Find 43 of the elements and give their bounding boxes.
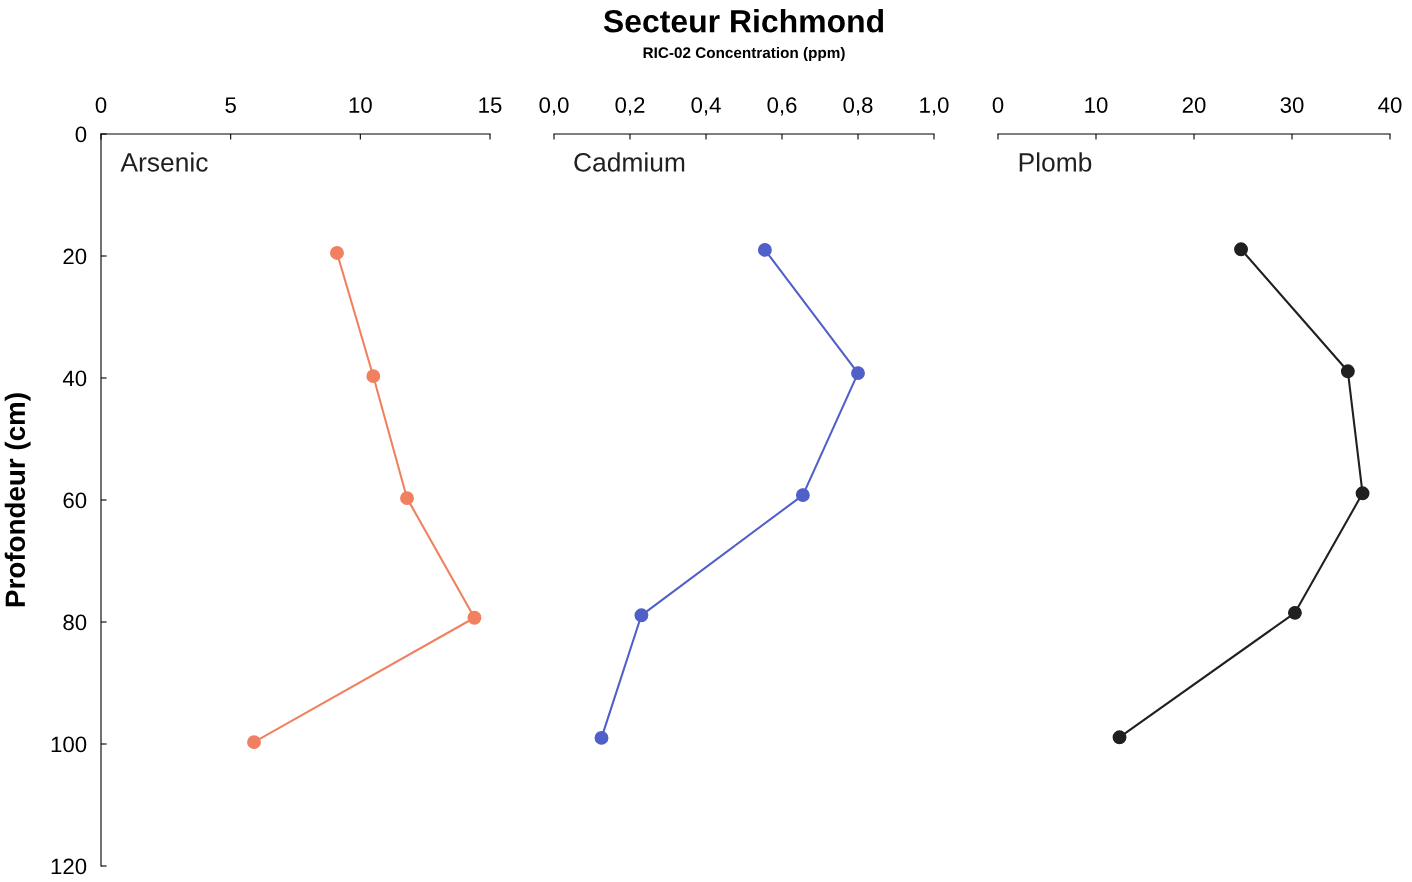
point: [757, 242, 772, 257]
x-tick-label: 20: [1182, 97, 1206, 113]
point: [366, 369, 381, 384]
x-tick-label: 10: [1085, 97, 1108, 113]
point: [1287, 605, 1302, 620]
point: [1355, 486, 1370, 501]
chart-subtitle: RIC-02 Concentration (ppm): [643, 46, 845, 62]
text: Cadmium: [574, 152, 685, 172]
x-tick-label: 0: [992, 97, 1004, 113]
point: [1234, 242, 1248, 257]
point: [400, 491, 414, 506]
y-tick-label: 80: [63, 614, 87, 631]
x-tick-label: 0,6: [767, 97, 797, 116]
y-tick-label: 100: [51, 736, 87, 753]
y-tick-label: 40: [62, 370, 87, 387]
point: [634, 608, 649, 623]
x-tick-label: 10: [349, 97, 372, 113]
y-tick-label: 20: [63, 248, 87, 265]
point: [1340, 364, 1355, 379]
x-tick-label: 0: [95, 97, 107, 113]
point: [594, 730, 609, 745]
x-tick-label: 15: [479, 97, 502, 113]
point: [851, 366, 865, 381]
y-tick-label: 60: [63, 492, 87, 509]
text: Plomb: [1019, 152, 1092, 172]
x-tick-label: 0,8: [843, 97, 873, 116]
chart-title: Secteur Richmond: [603, 9, 884, 33]
text: Arsenic: [120, 152, 208, 172]
point: [467, 610, 482, 625]
x-tick-label: 40: [1378, 97, 1402, 113]
point: [795, 488, 810, 503]
point: [330, 246, 344, 260]
point: [1112, 730, 1127, 745]
point: [247, 735, 261, 750]
y-axis-title: Profondeur (cm): [4, 393, 31, 607]
x-tick-label: 0,2: [615, 97, 645, 116]
x-tick-label: 0,0: [539, 97, 569, 116]
x-tick-label: 1,0: [920, 97, 949, 116]
x-tick-label: 30: [1280, 97, 1304, 113]
x-tick-label: 0,4: [691, 97, 721, 116]
y-tick-label: 120: [51, 858, 87, 875]
y-tick-label: 0: [75, 126, 87, 143]
x-tick-label: 5: [225, 97, 236, 113]
